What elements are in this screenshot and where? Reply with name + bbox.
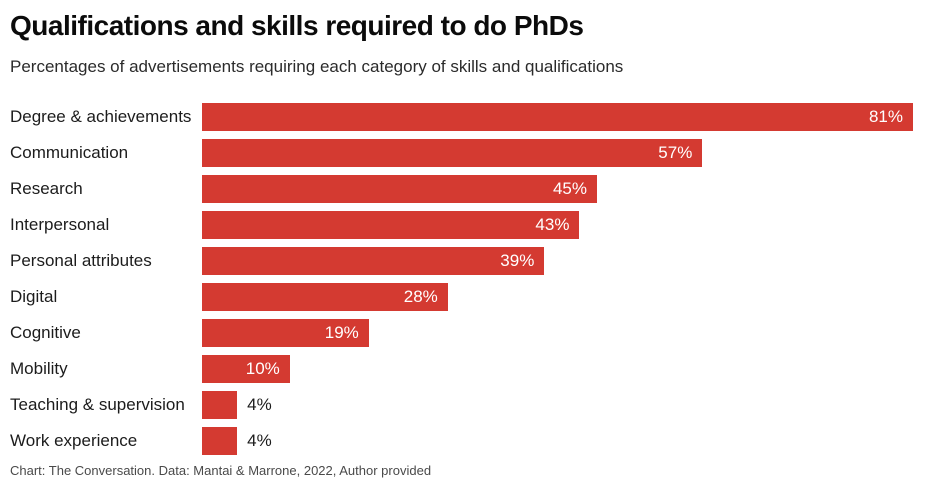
source-credit: Chart: The Conversation. Data: Mantai & … <box>10 463 432 478</box>
bar <box>202 282 448 311</box>
bar-value-label: 57% <box>658 142 693 162</box>
bar-track: 4% <box>202 426 913 455</box>
bar-value-label: 43% <box>535 214 570 234</box>
bar-value-label: 4% <box>247 394 272 414</box>
category-label: Mobility <box>10 358 68 378</box>
category-label: Cognitive <box>10 322 81 342</box>
chart-title: Qualifications and skills required to do… <box>10 10 584 41</box>
category-label: Teaching & supervision <box>10 394 185 414</box>
bar-row: Work experience 4% <box>0 426 926 455</box>
chart-header: Qualifications and skills required to do… <box>0 0 926 78</box>
bar-track: 4% <box>202 390 913 419</box>
bar-row: Mobility 10% <box>0 354 926 383</box>
bar-row: Teaching & supervision 4% <box>0 390 926 419</box>
bar <box>202 246 545 275</box>
bar-value-label: 4% <box>247 430 272 450</box>
bar <box>202 210 580 239</box>
bar-row: Communication 57% <box>0 138 926 167</box>
bar-row: Research 45% <box>0 174 926 203</box>
bar-row: Degree & achievements 81% <box>0 102 926 131</box>
category-label: Degree & achievements <box>10 106 192 126</box>
bar-track: 81% <box>202 102 913 131</box>
bar-track: 28% <box>202 282 913 311</box>
bar-value-label: 10% <box>245 358 280 378</box>
bar-track: 57% <box>202 138 913 167</box>
bar-track: 43% <box>202 210 913 239</box>
bar-value-label: 81% <box>868 106 903 126</box>
bar <box>202 426 238 455</box>
bar-track: 10% <box>202 354 913 383</box>
bar-row: Cognitive 19% <box>0 318 926 347</box>
category-label: Interpersonal <box>10 214 110 234</box>
category-label: Communication <box>10 142 129 162</box>
bar-row: Digital 28% <box>0 282 926 311</box>
bar-rows: Degree & achievements 81% Communication … <box>0 102 926 455</box>
bar-value-label: 39% <box>500 250 535 270</box>
bar-row: Personal attributes 39% <box>0 246 926 275</box>
bar-track: 39% <box>202 246 913 275</box>
bar-value-label: 28% <box>403 286 438 306</box>
chart-subtitle: Percentages of advertisements requiring … <box>10 57 624 77</box>
bar-track: 45% <box>202 174 913 203</box>
bar-value-label: 45% <box>552 178 587 198</box>
bar-value-label: 19% <box>324 322 359 342</box>
category-label: Personal attributes <box>10 250 152 270</box>
category-label: Digital <box>10 286 58 306</box>
bar-chart: Degree & achievements 81% Communication … <box>0 102 926 455</box>
bar-track: 19% <box>202 318 913 347</box>
bar <box>202 390 238 419</box>
category-label: Research <box>10 178 83 198</box>
category-label: Work experience <box>10 430 138 450</box>
bar <box>202 102 913 131</box>
bar-row: Interpersonal 43% <box>0 210 926 239</box>
bar <box>202 138 703 167</box>
bar <box>202 354 290 383</box>
bar <box>202 318 369 347</box>
bar <box>202 174 597 203</box>
